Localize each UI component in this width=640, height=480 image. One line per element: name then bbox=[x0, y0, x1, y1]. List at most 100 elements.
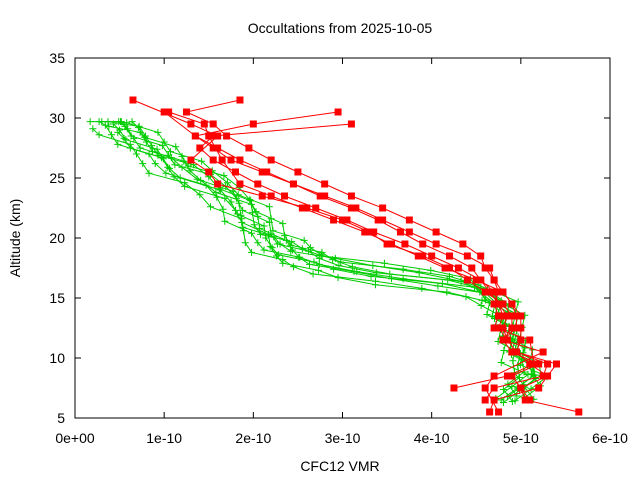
green-point bbox=[477, 301, 485, 309]
green-point bbox=[497, 359, 505, 367]
red-point bbox=[526, 360, 534, 368]
green-point bbox=[499, 385, 507, 393]
red-series-4 bbox=[182, 96, 538, 392]
y-tick-label: 35 bbox=[49, 50, 65, 66]
red-point bbox=[191, 132, 199, 140]
red-point bbox=[490, 324, 498, 332]
green-point bbox=[254, 212, 262, 220]
green-point bbox=[248, 248, 256, 256]
red-point bbox=[535, 384, 543, 392]
green-point bbox=[135, 122, 143, 130]
green-point bbox=[250, 221, 258, 229]
red-point bbox=[232, 168, 239, 176]
green-point bbox=[172, 143, 180, 151]
green-point bbox=[124, 125, 132, 133]
y-tick-label: 20 bbox=[49, 230, 65, 246]
green-point bbox=[238, 218, 246, 226]
red-point bbox=[503, 372, 511, 380]
green-point bbox=[149, 148, 157, 156]
green-point bbox=[158, 142, 166, 150]
green-point bbox=[514, 298, 522, 306]
red-point bbox=[365, 228, 373, 236]
green-point bbox=[399, 275, 407, 283]
green-point bbox=[104, 118, 112, 126]
green-point bbox=[86, 118, 94, 126]
green-point bbox=[235, 199, 243, 207]
red-point bbox=[339, 216, 346, 224]
green-point bbox=[279, 220, 287, 228]
y-tick-label: 15 bbox=[49, 290, 65, 306]
green-point bbox=[197, 176, 205, 184]
red-point bbox=[227, 156, 235, 164]
red-point bbox=[468, 264, 476, 272]
red-point bbox=[405, 228, 413, 236]
red-point bbox=[383, 240, 391, 248]
red-point bbox=[321, 180, 329, 188]
red-point bbox=[499, 300, 507, 308]
green-point bbox=[300, 236, 308, 244]
green-point bbox=[309, 270, 317, 278]
red-point bbox=[214, 144, 222, 152]
y-tick-label: 30 bbox=[49, 110, 65, 126]
red-series-1 bbox=[129, 96, 543, 404]
red-point bbox=[463, 276, 471, 284]
red-series-line bbox=[193, 111, 545, 413]
green-point bbox=[289, 263, 297, 271]
green-series-line bbox=[101, 121, 526, 397]
red-point bbox=[182, 108, 190, 116]
red-point bbox=[517, 312, 525, 320]
red-point bbox=[441, 264, 449, 272]
red-point bbox=[575, 408, 583, 416]
red-point bbox=[490, 384, 498, 392]
green-point bbox=[108, 131, 116, 139]
y-tick-label: 25 bbox=[49, 170, 65, 186]
red-point bbox=[379, 216, 387, 224]
red-point bbox=[129, 96, 137, 104]
red-point bbox=[205, 132, 213, 140]
green-point bbox=[334, 274, 342, 282]
green-point bbox=[252, 208, 260, 216]
x-axis-label: CFC12 VMR bbox=[300, 458, 379, 474]
green-point bbox=[527, 385, 535, 393]
green-point bbox=[247, 197, 255, 205]
x-tick-label: 6e-10 bbox=[592, 430, 628, 446]
red-point bbox=[405, 216, 413, 224]
axis-ticks: 0e+00 1e-10 2e-10 3e-10 4e-10 5e-10 6e-10 5 10 15… bbox=[49, 50, 628, 446]
red-point bbox=[517, 324, 525, 332]
green-point bbox=[171, 161, 179, 169]
red-point bbox=[312, 204, 320, 212]
green-point bbox=[266, 242, 274, 250]
green-point bbox=[483, 311, 491, 319]
green-point bbox=[141, 132, 149, 140]
red-point bbox=[352, 204, 360, 212]
green-point bbox=[178, 163, 186, 171]
green-series-9 bbox=[128, 118, 545, 403]
red-point bbox=[361, 228, 369, 236]
green-point bbox=[418, 284, 426, 292]
red-point bbox=[490, 396, 498, 404]
red-point bbox=[396, 228, 404, 236]
green-point bbox=[154, 151, 162, 159]
x-tick-label: 0e+00 bbox=[55, 430, 95, 446]
red-point bbox=[379, 204, 387, 212]
red-point bbox=[432, 228, 440, 236]
red-point bbox=[495, 324, 503, 332]
red-point bbox=[236, 180, 244, 188]
red-point bbox=[303, 204, 311, 212]
green-point bbox=[232, 206, 239, 214]
red-point bbox=[486, 408, 494, 416]
red-point bbox=[374, 216, 382, 224]
red-series-line bbox=[184, 99, 535, 389]
green-point bbox=[288, 238, 296, 246]
red-point bbox=[512, 324, 520, 332]
red-point bbox=[298, 204, 306, 212]
green-point bbox=[298, 245, 306, 253]
x-tick-label: 5e-10 bbox=[503, 430, 539, 446]
green-point bbox=[511, 397, 519, 405]
green-point bbox=[528, 370, 536, 378]
red-point bbox=[508, 372, 516, 380]
green-point bbox=[289, 246, 297, 254]
green-point bbox=[388, 275, 396, 283]
red-point bbox=[209, 120, 217, 128]
green-point bbox=[315, 260, 323, 268]
